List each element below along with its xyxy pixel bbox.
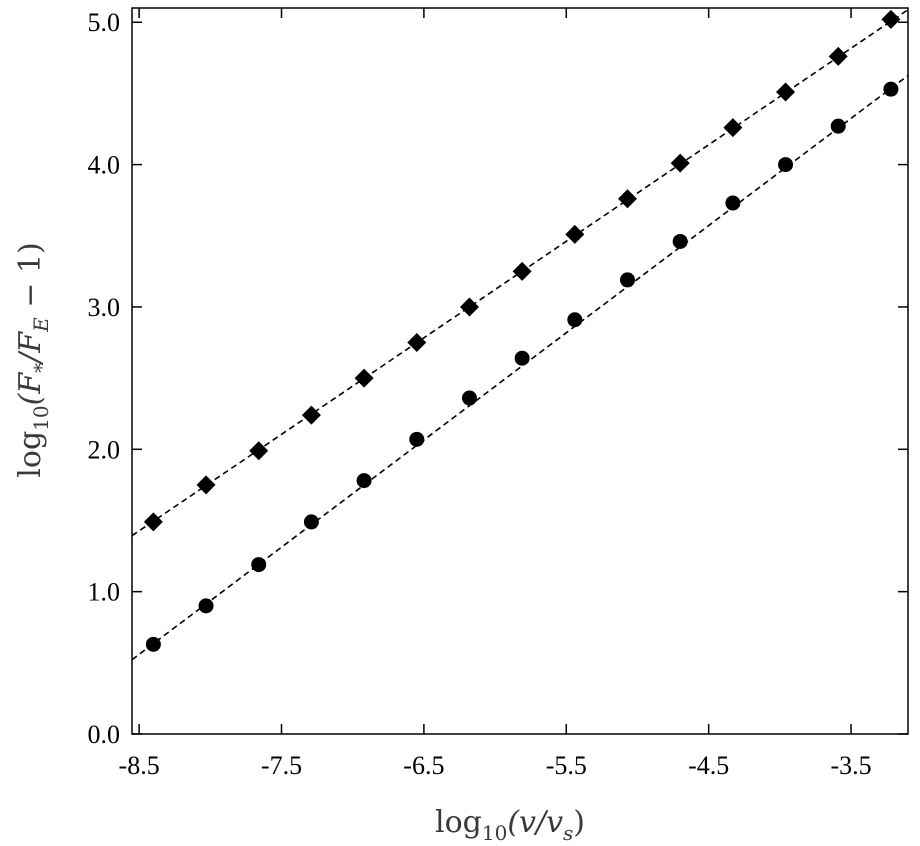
circle-point (567, 312, 583, 328)
circle-point (883, 81, 899, 97)
diamond-point (196, 475, 216, 495)
y-tick-label: 3.0 (88, 293, 121, 322)
y-axis-label: log10(F*/FE − 1) (13, 242, 53, 477)
circle-point (303, 514, 319, 530)
diamond-point (828, 46, 848, 66)
circle-point (725, 195, 741, 211)
x-tick-label: -7.5 (261, 751, 302, 780)
diamond-point (670, 153, 690, 173)
fit-lines (131, 9, 909, 661)
x-axis-label: log10(v/vs) (435, 805, 585, 845)
diamond-point (301, 405, 321, 425)
fit-line-diamond (131, 9, 909, 537)
x-tick-label: -5.5 (546, 751, 587, 780)
y-tick-label: 2.0 (88, 435, 121, 464)
diamond-point (249, 441, 269, 461)
axis-ticks: -8.5 -7.5 -6.5 -5.5 -4.5 -3.5 0.0 1.0 2.0 3.0 4.0 5… (88, 8, 908, 780)
y-tick-label: 0.0 (88, 720, 121, 749)
data-points (143, 9, 901, 652)
diamond-point (407, 333, 427, 353)
x-tick-label: -6.5 (403, 751, 444, 780)
diamond-point (881, 9, 901, 29)
y-tick-label: 1.0 (88, 578, 121, 607)
circle-point (620, 272, 636, 288)
circle-point (356, 473, 372, 489)
circle-point (409, 431, 425, 447)
diamond-point (776, 82, 796, 102)
circle-point (461, 390, 477, 406)
diamond-point (354, 368, 374, 388)
x-tick-label: -3.5 (830, 751, 871, 780)
circle-point (514, 350, 530, 366)
circle-point (251, 557, 267, 573)
circle-point (778, 157, 794, 173)
y-tick-label: 4.0 (88, 151, 121, 180)
diamond-point (618, 189, 638, 209)
circle-point (198, 598, 214, 614)
x-tick-label: -8.5 (119, 751, 160, 780)
circle-point (672, 233, 688, 249)
plot-frame (131, 7, 909, 735)
diamond-point (459, 297, 479, 317)
diamond-point (565, 224, 585, 244)
diamond-point (143, 512, 163, 532)
circle-point (830, 118, 846, 134)
x-tick-label: -4.5 (688, 751, 729, 780)
diamond-point (723, 118, 743, 138)
diamond-point (512, 261, 532, 281)
circle-point (145, 636, 161, 652)
y-tick-label: 5.0 (88, 8, 121, 37)
